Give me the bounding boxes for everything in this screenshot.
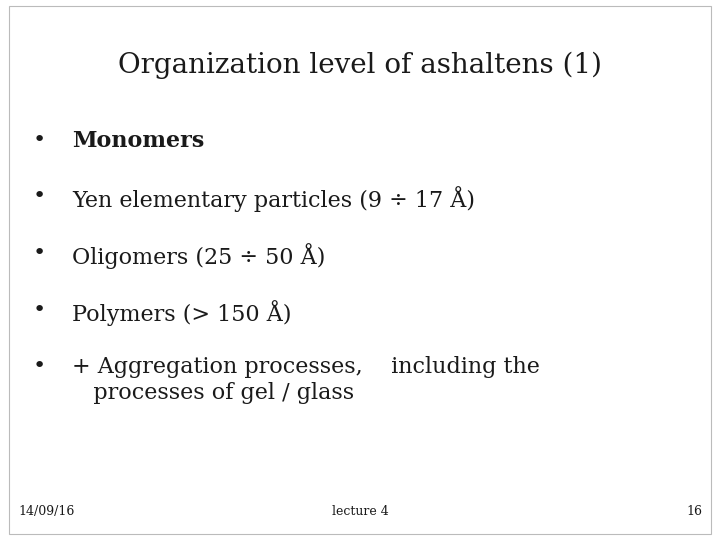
Text: Organization level of ashaltens (1): Organization level of ashaltens (1) [118,51,602,79]
Text: Polymers (> 150 Å): Polymers (> 150 Å) [72,300,292,326]
Text: Monomers: Monomers [72,130,204,152]
Text: + Aggregation processes,    including the
   processes of gel / glass: + Aggregation processes, including the p… [72,356,540,404]
Text: 16: 16 [686,505,702,518]
Text: •: • [33,300,46,320]
Text: 14/09/16: 14/09/16 [18,505,74,518]
Text: lecture 4: lecture 4 [332,505,388,518]
Text: •: • [33,130,46,150]
Text: •: • [33,356,46,376]
Text: Oligomers (25 ÷ 50 Å): Oligomers (25 ÷ 50 Å) [72,243,325,269]
Text: •: • [33,186,46,206]
Text: •: • [33,243,46,263]
Text: Yen elementary particles (9 ÷ 17 Å): Yen elementary particles (9 ÷ 17 Å) [72,186,475,212]
